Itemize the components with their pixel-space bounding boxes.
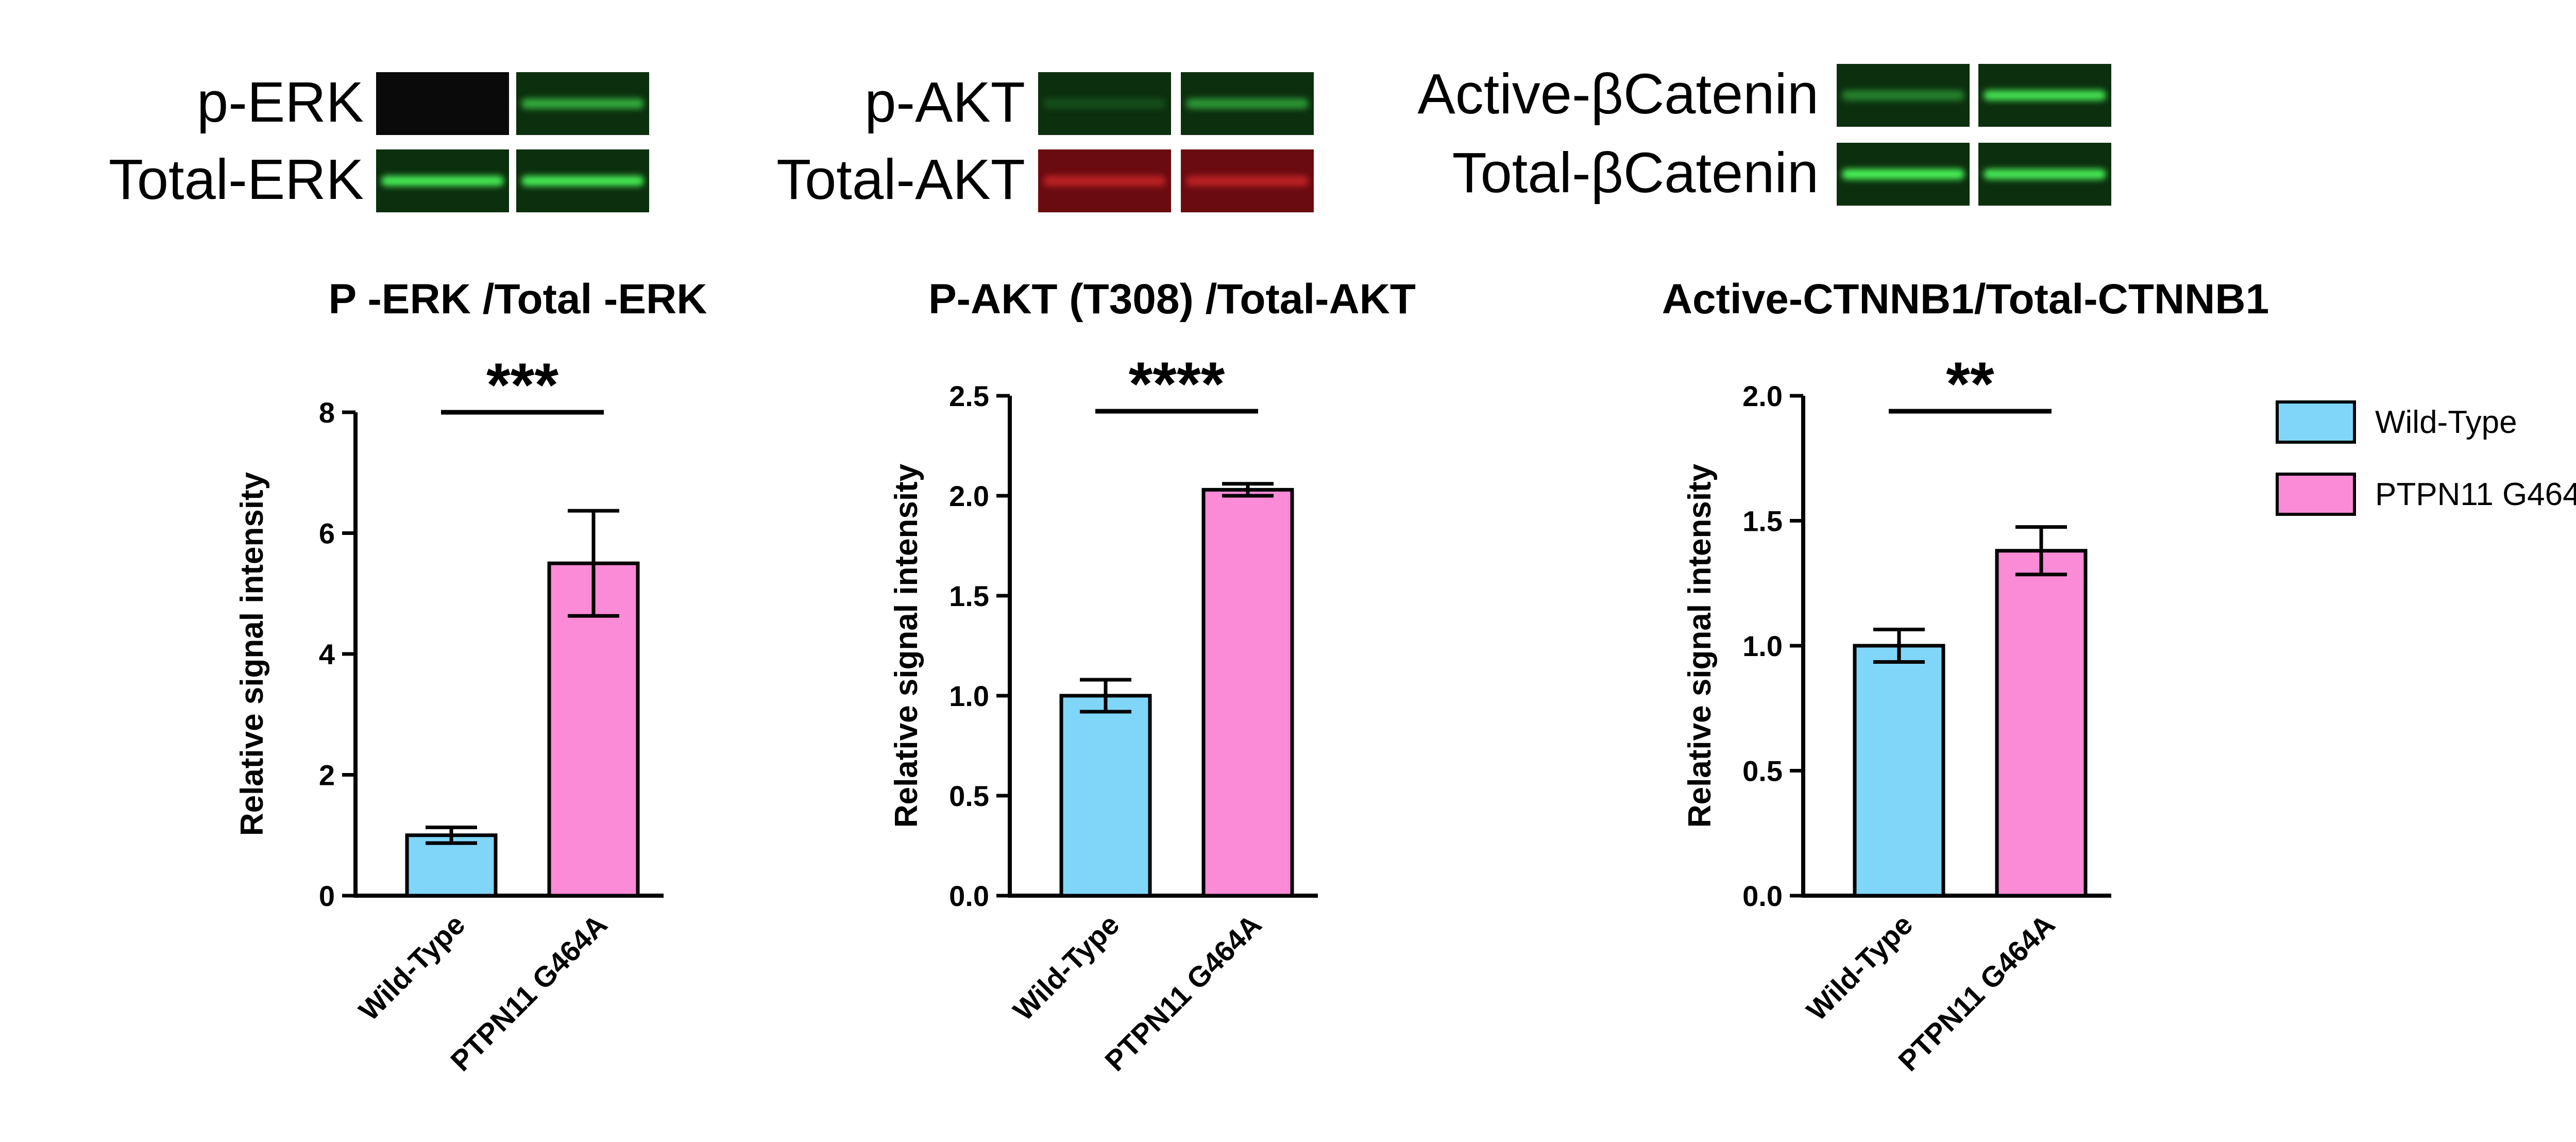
blot-lane <box>1837 64 1970 127</box>
blot-band <box>1043 176 1166 186</box>
y-tick-label: 2.0 <box>949 480 989 512</box>
blot-label-bottom: Total-βCatenin <box>1452 141 1819 205</box>
bar <box>1201 488 1294 898</box>
blot-lane <box>1978 143 2111 206</box>
y-tick-label: 1.0 <box>1742 630 1783 662</box>
blot-lane <box>1038 149 1171 212</box>
chart-title: P-AKT (T308) /Total-AKT <box>928 276 1416 323</box>
bar <box>1059 694 1152 898</box>
blot-band <box>1043 98 1166 109</box>
bar <box>1853 644 1945 898</box>
category-label: PTPN11 G464A <box>444 908 613 1077</box>
blot-band <box>1984 169 2106 179</box>
legend-swatch <box>2276 473 2356 516</box>
y-tick-label: 2 <box>319 759 335 792</box>
blot-lane <box>1837 143 1970 206</box>
significance-label: *** <box>486 350 558 419</box>
category-label: Wild-Type <box>1800 908 1919 1027</box>
category-label: PTPN11 G464A <box>1892 908 2061 1077</box>
blot-label-bottom: Total-ERK <box>108 148 364 211</box>
y-tick-label: 0.0 <box>1742 880 1783 912</box>
y-tick-label: 1.0 <box>949 680 989 712</box>
blot-band <box>1186 98 1309 109</box>
y-tick-label: 4 <box>319 638 335 670</box>
category-label: Wild-Type <box>1007 908 1125 1027</box>
chart-title: Active-CTNNB1/Total-CTNNB1 <box>1662 276 2269 323</box>
y-tick-label: 0.5 <box>949 780 989 812</box>
category-label: PTPN11 G464A <box>1098 908 1267 1077</box>
y-tick-label: 8 <box>319 396 335 429</box>
blot-label-bottom: Total-AKT <box>776 148 1025 211</box>
y-axis-title: Relative signal intensity <box>889 463 924 828</box>
legend-swatch <box>2276 400 2356 444</box>
blot-lane <box>1978 64 2111 127</box>
blot-band <box>521 176 644 186</box>
bar <box>547 561 640 898</box>
category-label: Wild-Type <box>352 908 471 1027</box>
blot-lane <box>516 149 649 212</box>
western-blot-panel: p-ERK Total-ERK p-AKT Total-AKT Active-βCate… <box>0 0 2576 216</box>
blot-band <box>1842 90 1964 100</box>
blot-lane <box>516 72 649 135</box>
legend-label: PTPN11 G464A <box>2375 477 2576 512</box>
y-tick-label: 2.5 <box>949 380 989 412</box>
blot-band <box>1842 169 1964 179</box>
y-tick-label: 0.5 <box>1742 755 1783 787</box>
y-tick-label: 6 <box>319 517 335 550</box>
blot-band <box>1186 176 1309 186</box>
blot-label-top: Active-βCatenin <box>1417 62 1819 126</box>
bar <box>405 833 498 898</box>
chart-title: P -ERK /Total -ERK <box>329 276 707 323</box>
y-tick-label: 2.0 <box>1742 380 1783 412</box>
y-tick-label: 0.0 <box>949 880 989 912</box>
bar <box>1995 549 2088 898</box>
blot-band <box>1984 90 2106 100</box>
y-tick-label: 1.5 <box>949 580 989 612</box>
y-tick-label: 1.5 <box>1742 505 1783 538</box>
blot-label-top: p-AKT <box>865 71 1025 134</box>
y-axis-title: Relative signal intensity <box>234 472 270 836</box>
blot-band <box>381 176 504 186</box>
legend-label: Wild-Type <box>2375 405 2517 440</box>
blot-lane <box>1181 72 1314 135</box>
blot-lane <box>1038 72 1171 135</box>
significance-label: ** <box>1946 349 1994 418</box>
y-tick-label: 0 <box>319 880 335 912</box>
blot-band <box>521 98 644 109</box>
blot-lane <box>376 149 509 212</box>
significance-label: **** <box>1129 349 1225 418</box>
blot-lane <box>1181 149 1314 212</box>
blot-label-top: p-ERK <box>197 71 364 134</box>
y-axis-title: Relative signal intensity <box>1682 463 1718 828</box>
blot-lane <box>376 72 509 135</box>
